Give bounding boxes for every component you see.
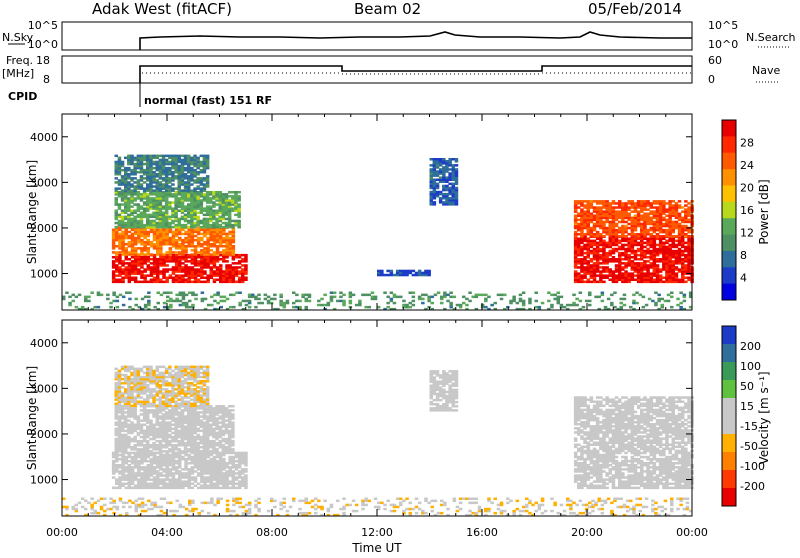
cpid-label: CPID — [8, 90, 37, 103]
nsearch-label: N.Search — [746, 31, 796, 44]
freq-tick-high: 18 — [36, 54, 50, 67]
freq-panel — [62, 56, 692, 83]
power-colorbar-tick: 8 — [740, 249, 747, 262]
x-tick-label: 08:00 — [256, 526, 288, 539]
power-ytick: 4000 — [30, 131, 58, 144]
velocity-colorbar-tick: -15 — [740, 420, 758, 433]
nsky-panel — [62, 22, 692, 50]
x-tick-label: 04:00 — [151, 526, 183, 539]
power-colorbar-tick: 20 — [740, 182, 754, 195]
velocity-ylabel: Slant Range [km] — [25, 366, 39, 470]
x-tick-label: 20:00 — [571, 526, 603, 539]
power-colorbar-tick: 4 — [740, 272, 747, 285]
velocity-colorbar-tick: 200 — [740, 340, 761, 353]
velocity-colorbar-tick: 15 — [740, 400, 754, 413]
nsearch-tick-low: 10^0 — [708, 38, 738, 51]
power-colorbar-tick: 24 — [740, 159, 754, 172]
nave-dots — [142, 73, 692, 74]
nave-tick-low: 0 — [708, 73, 715, 86]
x-tick-label: 00:00 — [46, 526, 78, 539]
power-ylabel: Slant Range [km] — [25, 160, 39, 264]
power-colorbar-tick: 16 — [740, 204, 754, 217]
nsearch-tick-high: 10^5 — [708, 19, 738, 32]
velocity-colorbar-tick: 50 — [740, 380, 754, 393]
beam-title: Beam 02 — [354, 0, 421, 18]
velocity-colorbar-label: Velocity [m s⁻¹] — [757, 371, 771, 464]
nsky-tick-high: 10^5 — [28, 19, 58, 32]
date-title: 05/Feb/2014 — [588, 0, 682, 18]
x-tick-label: 16:00 — [466, 526, 498, 539]
cpid-text: normal (fast) 151 RF — [144, 94, 272, 107]
nave-tick-high: 60 — [708, 54, 722, 67]
velocity-ytick: 4000 — [30, 337, 58, 350]
station-title: Adak West (fitACF) — [92, 0, 232, 18]
freq-line — [140, 66, 692, 83]
power-region — [112, 227, 235, 256]
freq-tick-low: 8 — [43, 73, 50, 86]
velocity-ytick: 1000 — [30, 474, 58, 487]
velocity-colorbar-tick: 100 — [740, 360, 761, 373]
velocity-colorbar-tick: -50 — [740, 440, 758, 453]
nave-label: Nave — [752, 64, 780, 77]
power-colorbar-label: Power [dB] — [757, 179, 771, 244]
nsky-line — [140, 32, 692, 50]
power-region — [115, 191, 241, 228]
nsky-tick-low: 10^0 — [28, 38, 58, 51]
freq-label-2: [MHz] — [2, 67, 34, 80]
velocity-colorbar-tick: -200 — [740, 480, 765, 493]
power-ytick: 1000 — [30, 268, 58, 281]
x-axis-label: Time UT — [351, 541, 402, 554]
x-tick-label: 12:00 — [361, 526, 393, 539]
power-colorbar-tick: 28 — [740, 137, 754, 150]
freq-label-1: Freq. — [6, 54, 33, 67]
x-tick-label: 00:00 — [676, 526, 708, 539]
power-colorbar: 28 24 20 16 12 8 4 — [722, 120, 754, 301]
power-region — [112, 254, 248, 283]
power-colorbar-tick: 12 — [740, 227, 754, 240]
velocity-region — [115, 366, 210, 408]
velocity-region — [430, 370, 459, 412]
